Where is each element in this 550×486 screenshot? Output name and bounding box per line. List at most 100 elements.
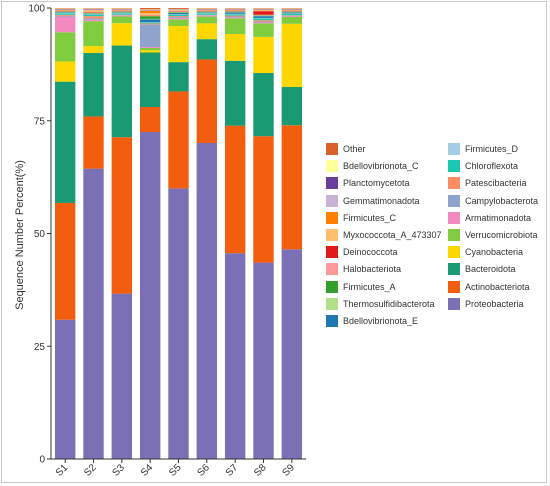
legend-item: Proteobacteria [448,297,524,311]
bar-segment [224,125,246,254]
legend-item: Gemmatimonadota [326,194,420,208]
legend-swatch [448,160,460,173]
bar-segment [139,16,161,19]
legend-swatch [448,143,460,155]
bar-segment [83,14,104,17]
legend-label: Armatimonadota [465,212,532,223]
bar-segment [196,16,218,24]
legend-item: Bdellovibrionota_E [326,314,418,328]
legend-item: Verrucomicrobiota [448,228,538,242]
bar-segment [168,16,189,18]
legend-item: Thermosulfidibacterota [326,297,435,311]
bar-segment [83,9,104,11]
y-axis-label: Sequence Number Percent(%) [14,160,26,310]
bar-segment [111,293,133,459]
bar-segment [83,18,104,20]
bar-segment [168,17,189,20]
legend-item: Firmicutes_D [448,142,518,156]
legend-item: Actinobacteriota [448,280,530,294]
legend-swatch [326,143,338,155]
legend-label: Myxococcota_A_473307 [343,230,442,240]
legend-label: Cyanobacteria [465,247,524,258]
bar-segment [168,62,189,92]
legend-swatch [448,246,460,259]
bar-segment [224,16,246,18]
legend-swatch [448,297,460,310]
bar-segment [139,50,161,53]
bar-segment [224,12,246,14]
legend-label: Gemmatimonadota [343,195,420,206]
legend-item: Firmicutes_A [326,280,396,294]
legend-swatch [448,211,460,224]
bar-segment [281,86,303,126]
legend-label: Bdellovibrionota_E [343,316,419,326]
x-tick-label: S1 [54,462,71,479]
bar-segment [111,15,133,17]
legend-item: Deinococcota [326,245,398,259]
bar-segment [54,14,76,16]
legend-swatch [326,280,338,293]
bar-segment [54,15,76,17]
legend-label: Bacteroidota [465,264,516,275]
bar-segment [253,20,274,22]
bar-segment [139,47,161,51]
legend-label: Proteobacteria [465,298,524,309]
bar-segment [168,188,189,459]
legend-label: Halobacteriota [343,264,402,275]
legend-label: Firmicutes_D [465,144,519,154]
legend-item: Planctomycetota [326,176,410,190]
bar-segment [281,23,303,87]
legend-swatch [326,229,338,241]
x-tick-label: S3 [111,462,128,479]
bar-segment [139,52,161,108]
bar-segment [224,17,246,19]
bar-segment [139,8,161,10]
legend-item: Bdellovibrionota_C [326,159,419,173]
bar-segment [83,19,104,22]
bar-segment [168,12,189,15]
legend-swatch [326,297,338,310]
bar-segment [168,8,189,9]
bar-segment [83,46,104,53]
bar-segment [253,11,274,15]
bar-segment [139,47,161,48]
bar-segment [253,23,274,37]
bar-segment [139,10,161,13]
legend-label: Planctomycetota [343,178,410,189]
bar-segment [253,36,274,74]
bar-segment [253,73,274,137]
bar-segment [224,60,246,126]
bar-segment [196,13,218,15]
bar-segment [224,18,246,34]
bar-segment [224,14,246,16]
bar-segment [54,61,76,82]
legend-label: Campylobacterota [465,195,539,206]
bar-segment [253,18,274,21]
bar-segment [54,202,76,320]
bar-segment [83,16,104,19]
legend: Other Bdellovibrionota_C Planctomycetota Ge… [326,142,548,332]
legend-item: Armatimonadota [448,211,531,225]
bar-segment [196,59,218,143]
bar-segment [281,17,303,24]
legend-item: Cyanobacteria [448,245,523,259]
bar-segment [281,249,303,459]
x-tick-label: S9 [281,462,298,479]
bar-segment [281,125,303,250]
legend-label: Firmicutes_C [343,212,397,223]
x-tick-label: S2 [82,462,99,479]
bars-layer [54,8,303,459]
x-ticks: S1 S2 S3 S4 S5 S6 S7 S8 S9 [54,459,297,479]
bar-segment [54,319,76,459]
legend-label: Firmicutes_A [343,281,396,292]
legend-label: Thermosulfidibacterota [343,298,435,309]
legend-swatch [326,246,338,259]
bar-segment [253,22,274,24]
legend-item: Patescibacteria [448,176,527,190]
bar-segment [83,21,104,47]
bar-segment [168,19,189,27]
x-tick-label: S5 [167,462,184,479]
legend-label: Bdellovibrionota_C [343,161,419,172]
bar-segment [139,24,161,48]
legend-swatch [448,263,460,276]
